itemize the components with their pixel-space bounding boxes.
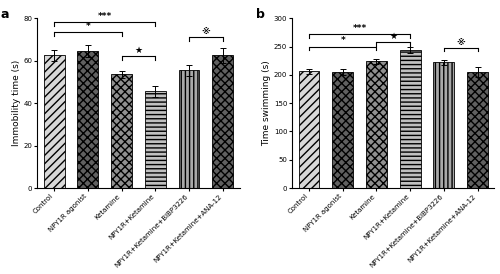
Bar (212, 55, 233, 188)
Text: *: * (340, 36, 345, 45)
Text: ※: ※ (456, 38, 465, 47)
Text: ★: ★ (389, 32, 398, 41)
Bar (400, 50, 420, 188)
Text: ★: ★ (134, 46, 142, 55)
Text: ***: *** (98, 12, 112, 21)
Bar (467, 72, 488, 188)
Y-axis label: Time swimming (s): Time swimming (s) (262, 60, 271, 146)
Bar (366, 61, 387, 188)
Bar (145, 92, 166, 188)
Bar (44, 55, 64, 188)
Bar (434, 62, 454, 188)
Text: b: b (256, 8, 264, 21)
Bar (178, 70, 200, 188)
Text: a: a (1, 8, 10, 21)
Bar (298, 72, 320, 188)
Text: *: * (86, 22, 90, 31)
Text: ***: *** (352, 24, 366, 33)
Text: ※: ※ (202, 27, 210, 36)
Bar (111, 75, 132, 188)
Bar (78, 51, 98, 188)
Bar (332, 72, 353, 188)
Y-axis label: Immobility time (s): Immobility time (s) (12, 60, 20, 146)
